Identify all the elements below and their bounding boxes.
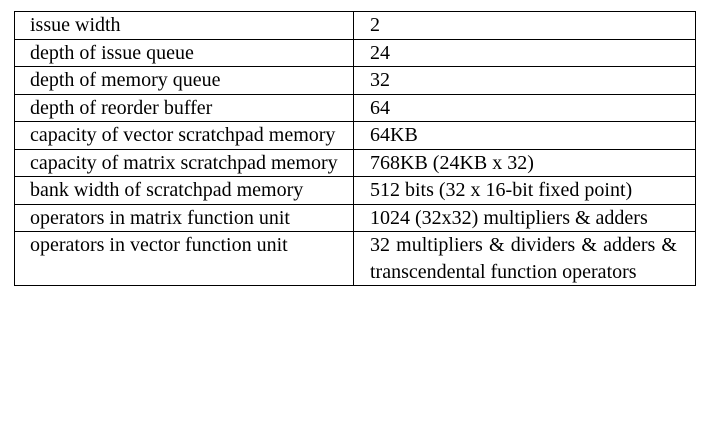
table-row: issue width 2 [14, 11, 696, 40]
table-row: operators in matrix function unit 1024 (… [14, 203, 696, 232]
parameter-cell: capacity of vector scratchpad memory [14, 121, 354, 150]
value-cell: 32 [353, 66, 696, 95]
value-cell: 512 bits (32 x 16-bit fixed point) [353, 176, 696, 205]
value-cell: 24 [353, 38, 696, 67]
value-cell: 64 [353, 93, 696, 122]
value-cell: 2 [353, 11, 696, 40]
table-row: bank width of scratchpad memory 512 bits… [14, 176, 696, 205]
table-row: depth of issue queue 24 [14, 38, 696, 67]
parameter-cell: depth of reorder buffer [14, 93, 354, 122]
parameter-cell: operators in matrix function unit [14, 203, 354, 232]
table-row: operators in vector function unit 32 mul… [14, 231, 696, 286]
parameter-cell: issue width [14, 11, 354, 40]
table-row: depth of memory queue 32 [14, 66, 696, 95]
value-cell: 32 multipliers & dividers & adders & tra… [353, 231, 696, 286]
spec-table: issue width 2 depth of issue queue 24 de… [14, 11, 696, 286]
parameter-cell: depth of memory queue [14, 66, 354, 95]
table-row: capacity of matrix scratchpad memory 768… [14, 148, 696, 177]
parameter-cell: operators in vector function unit [14, 231, 354, 286]
parameter-cell: capacity of matrix scratchpad memory [14, 148, 354, 177]
value-cell: 1024 (32x32) multipliers & adders [353, 203, 696, 232]
table-row: depth of reorder buffer 64 [14, 93, 696, 122]
value-cell: 64KB [353, 121, 696, 150]
parameter-cell: bank width of scratchpad memory [14, 176, 354, 205]
table-row: capacity of vector scratchpad memory 64K… [14, 121, 696, 150]
value-cell: 768KB (24KB x 32) [353, 148, 696, 177]
parameter-cell: depth of issue queue [14, 38, 354, 67]
